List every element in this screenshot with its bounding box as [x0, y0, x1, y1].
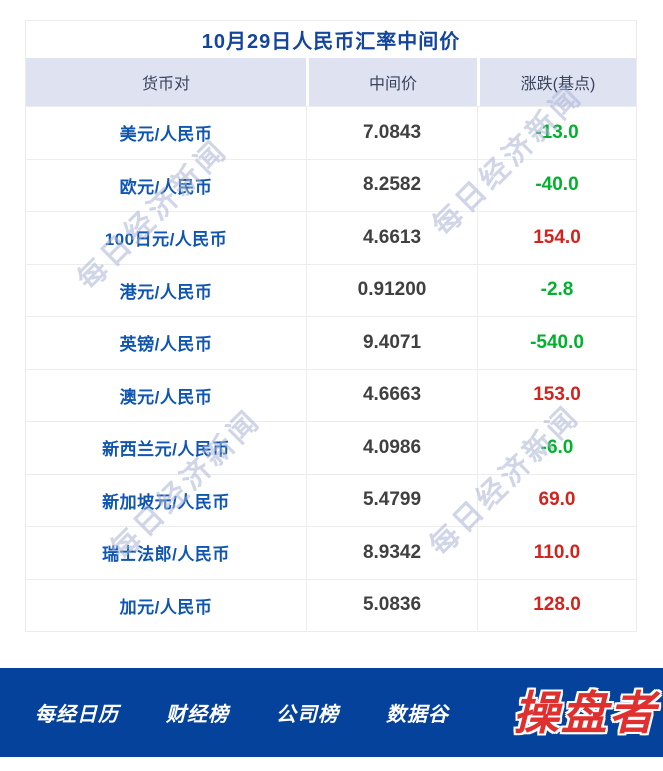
trader-logo[interactable]: 操盘者 — [513, 686, 657, 739]
mid-price-cell: 5.4799 — [306, 474, 477, 526]
page-title: 10月29日人民币汇率中间价 — [201, 31, 461, 53]
change-cell: 153.0 — [477, 369, 636, 421]
column-header-change: 涨跌(基点) — [477, 58, 636, 106]
footer-nav-calendar[interactable]: 每经日历 — [35, 704, 119, 726]
table-row: 澳元/人民币 4.6663 153.0 — [26, 368, 636, 421]
change-cell: -40.0 — [477, 159, 636, 211]
currency-pair-cell: 新加坡元/人民币 — [102, 492, 230, 512]
change-cell: -6.0 — [477, 422, 636, 474]
table-row: 瑞士法郎/人民币 8.9342 110.0 — [26, 526, 636, 579]
column-header-currency-pair: 货币对 — [141, 76, 190, 93]
change-cell: 110.0 — [477, 527, 636, 579]
currency-pair-cell: 新西兰元/人民币 — [102, 440, 230, 460]
currency-pair-cell: 美元/人民币 — [119, 125, 213, 145]
currency-pair-cell: 瑞士法郎/人民币 — [102, 545, 230, 565]
change-cell: -2.8 — [477, 264, 636, 316]
table-row: 100日元/人民币 4.6613 154.0 — [26, 211, 636, 264]
change-cell: 154.0 — [477, 212, 636, 264]
change-cell: -540.0 — [477, 317, 636, 369]
footer-nav-data-valley[interactable]: 数据谷 — [386, 704, 449, 726]
mid-price-cell: 4.6613 — [306, 212, 477, 264]
change-cell: 69.0 — [477, 474, 636, 526]
exchange-rate-card: 10月29日人民币汇率中间价 货币对 中间价 涨跌(基点) 美元/人民币 7.0… — [25, 20, 637, 632]
table-row: 英镑/人民币 9.4071 -540.0 — [26, 316, 636, 369]
table-row: 新加坡元/人民币 5.4799 69.0 — [26, 473, 636, 526]
table-row: 加元/人民币 5.0836 128.0 — [26, 578, 636, 631]
currency-pair-cell: 澳元/人民币 — [119, 387, 213, 407]
mid-price-cell: 0.91200 — [306, 264, 477, 316]
mid-price-cell: 5.0836 — [306, 579, 477, 631]
currency-pair-cell: 加元/人民币 — [119, 597, 213, 617]
column-header-mid-price: 中间价 — [306, 58, 477, 106]
table-header-row: 货币对 中间价 涨跌(基点) — [26, 58, 636, 106]
mid-price-cell: 8.9342 — [306, 527, 477, 579]
table-row: 新西兰元/人民币 4.0986 -6.0 — [26, 421, 636, 474]
table-row: 欧元/人民币 8.2582 -40.0 — [26, 158, 636, 211]
table-row: 港元/人民币 0.91200 -2.8 — [26, 263, 636, 316]
table-body: 美元/人民币 7.0843 -13.0 欧元/人民币 8.2582 -40.0 … — [26, 106, 636, 631]
currency-pair-cell: 100日元/人民币 — [104, 230, 228, 250]
change-cell: 128.0 — [477, 579, 636, 631]
mid-price-cell: 9.4071 — [306, 317, 477, 369]
mid-price-cell: 4.0986 — [306, 422, 477, 474]
footer-nav-company-list[interactable]: 公司榜 — [276, 704, 339, 726]
currency-pair-cell: 英镑/人民币 — [119, 335, 213, 355]
currency-pair-cell: 欧元/人民币 — [119, 177, 213, 197]
mid-price-cell: 8.2582 — [306, 159, 477, 211]
mid-price-cell: 4.6663 — [306, 369, 477, 421]
footer-bar: 每经日历 财经榜 公司榜 数据谷 操盘者 — [0, 668, 663, 757]
footer-nav-finance-list[interactable]: 财经榜 — [166, 704, 229, 726]
currency-pair-cell: 港元/人民币 — [119, 282, 213, 302]
change-cell: -13.0 — [477, 107, 636, 159]
table-row: 美元/人民币 7.0843 -13.0 — [26, 106, 636, 159]
mid-price-cell: 7.0843 — [306, 107, 477, 159]
